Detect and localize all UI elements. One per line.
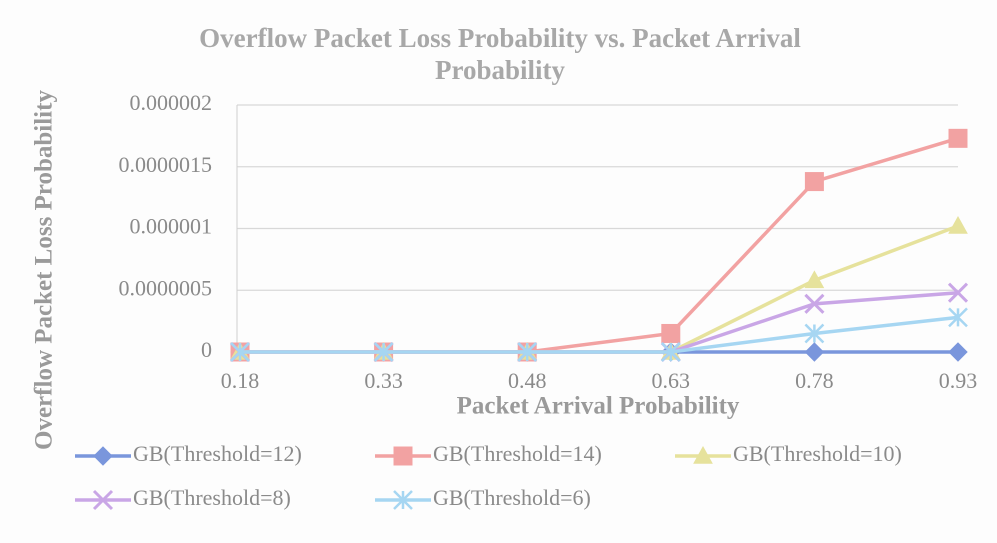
marker (393, 490, 413, 510)
marker (92, 489, 114, 511)
marker (948, 216, 968, 234)
marker (948, 307, 968, 328)
marker (660, 342, 681, 362)
marker (693, 445, 713, 464)
x-tick-label: 0.33 (364, 368, 403, 393)
x-tick-label: 0.48 (508, 368, 547, 393)
marker (393, 446, 413, 466)
marker (804, 172, 824, 192)
marker (93, 446, 113, 466)
y-tick-label: 0.0000015 (119, 152, 213, 177)
y-tick-label: 0.0000005 (119, 275, 213, 300)
x-tick-label: 0.18 (221, 368, 260, 393)
x-tick-label: 0.78 (795, 368, 834, 393)
legend-item: GB(Threshold=8) (75, 485, 291, 511)
legend-label: GB(Threshold=14) (433, 441, 602, 466)
y-tick-label: 0.000002 (130, 90, 213, 115)
legend-label: GB(Threshold=12) (133, 441, 302, 466)
legend-label: GB(Threshold=6) (433, 485, 591, 510)
marker (804, 293, 825, 314)
legend-item: GB(Threshold=14) (375, 441, 602, 466)
series-line (240, 136, 959, 354)
marker (804, 270, 825, 289)
x-tick-label: 0.63 (652, 368, 691, 393)
marker (373, 342, 394, 362)
marker (230, 342, 250, 362)
marker (947, 282, 969, 303)
legend-item: GB(Threshold=12) (75, 441, 302, 466)
marker (661, 323, 681, 343)
y-tick-label: 0.000001 (130, 214, 213, 239)
marker (517, 342, 538, 362)
marker (948, 342, 968, 362)
y-tick-label: 0 (201, 337, 212, 362)
chart-title: Overflow Packet Loss Probability vs. Pac… (199, 23, 801, 85)
legend-item: GB(Threshold=10) (675, 441, 902, 466)
legend-label: GB(Threshold=10) (733, 441, 902, 466)
series-line (240, 315, 959, 354)
marker (804, 342, 825, 362)
legend-item: GB(Threshold=6) (375, 485, 591, 510)
series-line (240, 224, 959, 354)
marker (804, 323, 825, 344)
marker (948, 128, 968, 148)
y-axis-title: Overflow Packet Loss Probability (31, 90, 58, 450)
legend-label: GB(Threshold=8) (133, 485, 291, 510)
x-axis-title: Packet Arrival Probability (457, 393, 740, 420)
x-tick-label: 0.93 (939, 368, 978, 393)
